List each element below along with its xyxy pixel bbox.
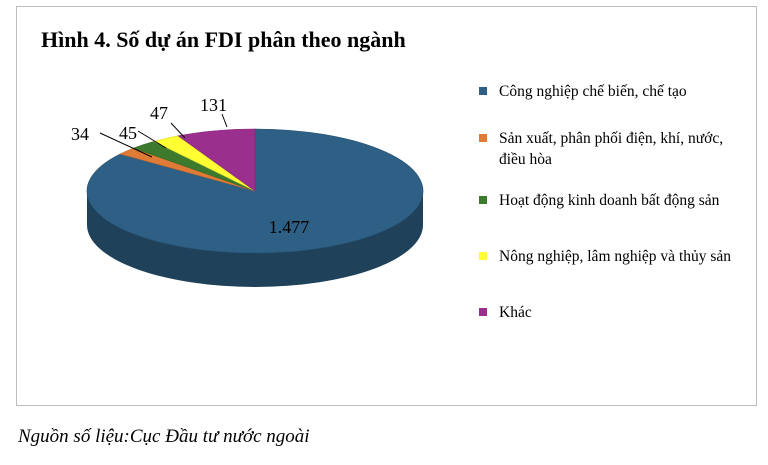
pie-slice-side <box>87 191 423 287</box>
legend-item-utilities: Sản xuất, phân phối điện, khí, nước, điề… <box>479 128 751 190</box>
legend-label: Công nghiệp chế biến, chế tạo <box>499 83 687 100</box>
legend-swatch <box>479 308 487 316</box>
leader-line <box>137 130 167 149</box>
data-label: 47 <box>150 103 168 123</box>
legend-label: Khác <box>499 304 532 321</box>
chart-frame: Hình 4. Số dự án FDI phân theo ngành 1.4… <box>16 6 757 406</box>
legend-item-other: Khác <box>479 302 751 323</box>
pie-chart: 1.477 34 45 47 131 <box>71 95 424 287</box>
data-label: 131 <box>200 95 227 115</box>
leader-line <box>170 122 186 139</box>
data-label: 1.477 <box>269 217 310 237</box>
pie-slice <box>177 128 256 192</box>
legend: Công nghiệp chế biến, chế tạo Sản xuất, … <box>479 81 751 323</box>
chart-title: Hình 4. Số dự án FDI phân theo ngành <box>41 27 406 52</box>
source-note: Nguồn số liệu:Cục Đầu tư nước ngoài <box>18 426 310 447</box>
legend-label: Nông nghiệp, lâm nghiệp và thủy sản <box>499 248 732 265</box>
legend-item-agriculture: Nông nghiệp, lâm nghiệp và thủy sản <box>479 246 751 302</box>
legend-swatch <box>479 134 487 142</box>
legend-swatch <box>479 196 487 204</box>
legend-item-manufacturing: Công nghiệp chế biến, chế tạo <box>479 81 751 123</box>
legend-swatch <box>479 87 487 95</box>
data-label: 45 <box>119 123 137 143</box>
data-label: 34 <box>71 124 89 144</box>
pie-slice <box>86 128 424 254</box>
legend-label: Sản xuất, phân phối điện, khí, nước, điề… <box>499 130 724 168</box>
legend-label: Hoạt động kinh doanh bất động sản <box>499 192 720 209</box>
legend-item-real-estate: Hoạt động kinh doanh bất động sản <box>479 190 751 246</box>
leader-line <box>221 113 228 128</box>
leader-line <box>99 132 153 158</box>
legend-swatch <box>479 252 487 260</box>
